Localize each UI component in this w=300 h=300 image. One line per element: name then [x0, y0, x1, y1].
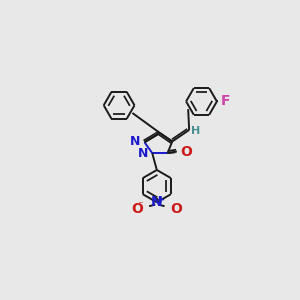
Text: +: + [158, 195, 166, 205]
Text: N: N [138, 147, 148, 160]
Text: F: F [221, 94, 230, 108]
Text: O: O [171, 202, 183, 216]
Text: O: O [181, 145, 193, 158]
Text: N: N [151, 195, 163, 209]
Text: O: O [131, 202, 143, 216]
Text: ⁻: ⁻ [137, 200, 143, 210]
Text: H: H [191, 126, 201, 136]
Text: N: N [130, 135, 141, 148]
